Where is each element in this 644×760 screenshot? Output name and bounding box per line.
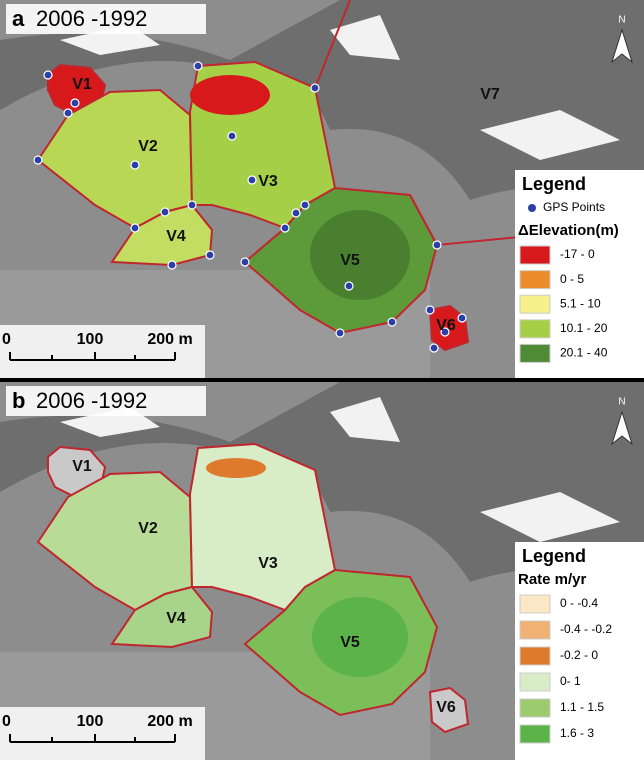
scale-label: 0 <box>2 713 11 730</box>
panel-letter: a <box>12 6 25 31</box>
legend-swatch <box>520 595 550 613</box>
map-figure: V1 V2 V3 V4 V5 V6 V7 a 2006 -1992 N 0 100 200 m Legen… <box>0 0 644 760</box>
zone-label: V5 <box>340 252 360 269</box>
panel: V1 V2 V3 V4 V5 V6 b 2006 -1992 N 0 100 200 m Legend R… <box>0 382 644 760</box>
legend-swatch <box>520 271 550 289</box>
legend-swatch <box>520 647 550 665</box>
legend-label: 0 - 5 <box>560 272 584 286</box>
zone-label: V4 <box>166 610 186 627</box>
depression <box>206 458 266 478</box>
legend-swatch <box>520 246 550 264</box>
scale-label: 100 <box>77 331 104 348</box>
gps-point <box>64 109 72 117</box>
gps-point <box>44 71 52 79</box>
legend-label: 1.6 - 3 <box>560 726 594 740</box>
legend-title: Legend <box>522 174 586 194</box>
zone-label: V5 <box>340 634 360 651</box>
legend-label: 20.1 - 40 <box>560 346 608 360</box>
gps-point <box>430 344 438 352</box>
scale-label: 0 <box>2 331 11 348</box>
gps-point <box>458 314 466 322</box>
panel: V1 V2 V3 V4 V5 V6 V7 a 2006 -1992 N 0 100 200 m Legen… <box>0 0 644 378</box>
north-label: N <box>618 15 625 26</box>
gps-point <box>292 209 300 217</box>
panel-divider <box>0 378 644 382</box>
legend-label: 5.1 - 10 <box>560 296 601 310</box>
zone-label: V3 <box>258 555 278 572</box>
legend-swatch <box>520 699 550 717</box>
gps-point <box>345 282 353 290</box>
gps-point <box>248 176 256 184</box>
zone-label: V6 <box>436 317 456 334</box>
zone-label: V1 <box>72 76 92 93</box>
gps-point <box>131 161 139 169</box>
zone-label: V4 <box>166 228 186 245</box>
gps-point <box>188 201 196 209</box>
panel-title: 2006 -1992 <box>36 388 147 413</box>
scale-label: 200 m <box>147 331 192 348</box>
legend-swatch <box>520 725 550 743</box>
legend-swatch <box>520 673 550 691</box>
gps-point <box>433 241 441 249</box>
zone-label: V2 <box>138 138 158 155</box>
zone-label: V7 <box>480 86 500 103</box>
legend-label: 10.1 - 20 <box>560 321 608 335</box>
north-label: N <box>618 397 625 408</box>
gps-point <box>336 329 344 337</box>
gps-point <box>301 201 309 209</box>
legend-swatch <box>520 344 550 362</box>
legend-label: 1.1 - 1.5 <box>560 700 604 714</box>
gps-point <box>71 99 79 107</box>
zone-label: V1 <box>72 458 92 475</box>
legend-label: -0.4 - -0.2 <box>560 622 612 636</box>
legend-label: -0.2 - 0 <box>560 648 598 662</box>
zone-label: V6 <box>436 699 456 716</box>
legend-title: Legend <box>522 546 586 566</box>
gps-point <box>228 132 236 140</box>
gps-point <box>388 318 396 326</box>
legend-subtitle: ΔElevation(m) <box>518 222 619 239</box>
legend-label: 0- 1 <box>560 674 581 688</box>
scale-label: 200 m <box>147 713 192 730</box>
gps-point <box>206 251 214 259</box>
panel-letter: b <box>12 388 25 413</box>
gps-point <box>161 208 169 216</box>
gps-point <box>168 261 176 269</box>
legend-swatch <box>520 621 550 639</box>
gps-point <box>241 258 249 266</box>
zone-label: V2 <box>138 520 158 537</box>
panel-title: 2006 -1992 <box>36 6 147 31</box>
legend-subtitle: Rate m/yr <box>518 571 587 588</box>
gps-point <box>426 306 434 314</box>
gps-point <box>194 62 202 70</box>
scale-label: 100 <box>77 713 104 730</box>
depression <box>190 75 270 115</box>
gps-point <box>34 156 42 164</box>
legend-gps-label: GPS Points <box>543 200 605 214</box>
depression <box>312 597 408 677</box>
depression <box>310 210 410 300</box>
legend-swatch <box>520 295 550 313</box>
legend-swatch <box>520 320 550 338</box>
gps-point <box>311 84 319 92</box>
gps-point <box>281 224 289 232</box>
gps-point <box>131 224 139 232</box>
legend-label: 0 - -0.4 <box>560 596 598 610</box>
legend-gps-marker <box>528 204 536 212</box>
legend-label: -17 - 0 <box>560 247 595 261</box>
zone-label: V3 <box>258 173 278 190</box>
